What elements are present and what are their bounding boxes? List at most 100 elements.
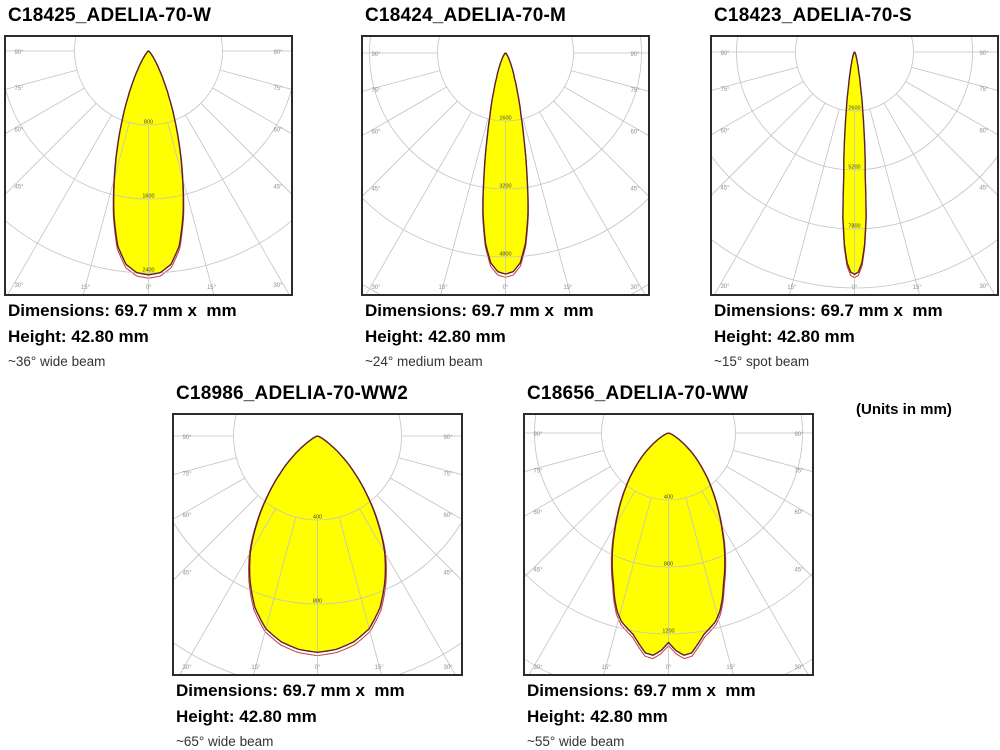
svg-text:30°: 30° — [14, 283, 24, 289]
units-note: (Units in mm) — [856, 401, 952, 418]
svg-text:45°: 45° — [794, 568, 804, 574]
svg-text:45°: 45° — [443, 571, 453, 577]
svg-text:30°: 30° — [273, 283, 283, 289]
svg-text:45°: 45° — [979, 186, 989, 192]
height-label: Height: 42.80 mm — [527, 707, 668, 726]
svg-text:75°: 75° — [443, 471, 453, 477]
svg-text:15°: 15° — [439, 285, 449, 291]
svg-text:45°: 45° — [533, 568, 543, 574]
svg-text:1600: 1600 — [142, 194, 154, 200]
svg-text:45°: 45° — [273, 185, 283, 191]
svg-text:60°: 60° — [794, 510, 804, 516]
beam-angle-label: ~36° wide beam — [8, 354, 106, 369]
svg-text:800: 800 — [144, 120, 153, 126]
svg-text:75°: 75° — [371, 88, 381, 94]
svg-text:1200: 1200 — [662, 629, 674, 635]
panel-title: C18656_ADELIA-70-WW — [527, 383, 749, 404]
beam-angle-label: ~15° spot beam — [714, 354, 810, 369]
beam-panel-wide: C18425_ADELIA-70-W 800 1600 2400 90° 75° 60° 4… — [4, 3, 293, 370]
svg-text:5200: 5200 — [848, 165, 860, 171]
panel-title: C18424_ADELIA-70-M — [365, 5, 567, 26]
svg-text:75°: 75° — [630, 88, 640, 94]
polar-plot-canvas: 800 1600 2400 90° 75° 60° 45° 30° 15° 0° 15° 30° 45°… — [6, 37, 291, 294]
svg-text:2600: 2600 — [848, 106, 860, 112]
svg-text:60°: 60° — [273, 128, 283, 134]
svg-text:60°: 60° — [533, 510, 543, 516]
beam-angle-label: ~65° wide beam — [176, 734, 274, 749]
svg-text:30°: 30° — [979, 284, 989, 290]
svg-text:0°: 0° — [315, 665, 321, 671]
svg-text:45°: 45° — [14, 185, 24, 191]
svg-text:45°: 45° — [371, 187, 381, 193]
svg-text:60°: 60° — [182, 513, 192, 519]
svg-text:800: 800 — [313, 599, 322, 605]
svg-text:30°: 30° — [533, 665, 543, 671]
svg-text:15°: 15° — [81, 285, 91, 291]
dimensions-label: Dimensions: 69.7 mm x mm — [527, 681, 756, 700]
svg-text:4800: 4800 — [499, 252, 511, 258]
svg-text:45°: 45° — [720, 186, 730, 192]
svg-text:15°: 15° — [787, 285, 797, 291]
svg-text:7800: 7800 — [848, 224, 860, 230]
beam-angle-label: ~24° medium beam — [365, 354, 483, 369]
beam-panel-medium: C18424_ADELIA-70-M 1600 3200 4800 90° 75° 60°… — [361, 3, 650, 370]
polar-plot-canvas: 1600 3200 4800 90° 75° 60° 45° 30° 15° 0° 15° 30° 45… — [363, 37, 648, 294]
panel-title: C18423_ADELIA-70-S — [714, 5, 912, 26]
polar-plot-canvas: 400800120090°75°60°45°30°15°0°15°30°45°6… — [525, 415, 812, 674]
polar-plot-canvas: 2600 5200 7800 90° 75° 60° 45° 30° 15° 0° 15° 30° 45… — [712, 37, 997, 294]
svg-text:15°: 15° — [375, 665, 385, 671]
height-label: Height: 42.80 mm — [176, 707, 317, 726]
svg-text:75°: 75° — [794, 468, 804, 474]
svg-text:90°: 90° — [14, 50, 24, 56]
polar-plot: 800 1600 2400 90° 75° 60° 45° 30° 15° 0° 15° 30° 45°… — [4, 35, 293, 296]
polar-plot: 2600 5200 7800 90° 75° 60° 45° 30° 15° 0° 15° 30° 45… — [710, 35, 999, 296]
svg-text:15°: 15° — [913, 285, 923, 291]
svg-text:30°: 30° — [630, 285, 640, 291]
svg-text:30°: 30° — [371, 285, 381, 291]
beam-panel-ww2: C18986_ADELIA-70-WW2 400800120090°75°60°… — [172, 381, 463, 750]
svg-text:45°: 45° — [182, 571, 192, 577]
svg-text:2400: 2400 — [142, 268, 154, 274]
svg-text:0°: 0° — [852, 285, 858, 291]
svg-text:75°: 75° — [533, 468, 543, 474]
svg-text:90°: 90° — [533, 432, 543, 438]
svg-text:60°: 60° — [720, 129, 730, 135]
svg-text:60°: 60° — [979, 129, 989, 135]
polar-plot-canvas: 400800120090°75°60°45°30°15°0°15°30°45°6… — [174, 415, 461, 674]
svg-text:15°: 15° — [207, 285, 217, 291]
svg-text:60°: 60° — [14, 128, 24, 134]
svg-text:75°: 75° — [14, 86, 24, 92]
panel-title: C18425_ADELIA-70-W — [8, 5, 212, 26]
height-label: Height: 42.80 mm — [714, 327, 855, 346]
svg-text:15°: 15° — [563, 285, 573, 291]
svg-text:15°: 15° — [726, 665, 736, 671]
svg-text:0°: 0° — [503, 285, 509, 291]
svg-text:3200: 3200 — [499, 184, 511, 190]
svg-text:30°: 30° — [443, 665, 453, 671]
svg-text:15°: 15° — [251, 665, 261, 671]
svg-text:75°: 75° — [720, 87, 730, 93]
svg-text:0°: 0° — [666, 665, 672, 671]
svg-text:90°: 90° — [720, 51, 730, 57]
svg-text:30°: 30° — [720, 284, 730, 290]
polar-plot: 400800120090°75°60°45°30°15°0°15°30°45°6… — [172, 413, 463, 676]
svg-text:800: 800 — [664, 562, 673, 568]
svg-text:0°: 0° — [146, 285, 152, 291]
dimensions-label: Dimensions: 69.7 mm x mm — [176, 681, 405, 700]
svg-text:60°: 60° — [371, 130, 381, 136]
svg-text:75°: 75° — [979, 87, 989, 93]
panel-title: C18986_ADELIA-70-WW2 — [176, 383, 409, 404]
svg-text:60°: 60° — [630, 130, 640, 136]
svg-text:75°: 75° — [182, 471, 192, 477]
svg-text:90°: 90° — [371, 52, 381, 58]
svg-text:30°: 30° — [794, 665, 804, 671]
polar-plot: 1600 3200 4800 90° 75° 60° 45° 30° 15° 0° 15° 30° 45… — [361, 35, 650, 296]
svg-text:1600: 1600 — [499, 116, 511, 122]
beam-panel-spot: C18423_ADELIA-70-S 2600 5200 7800 90° 75° 60°… — [710, 3, 999, 370]
svg-text:400: 400 — [313, 515, 322, 521]
svg-text:90°: 90° — [273, 50, 283, 56]
svg-text:90°: 90° — [794, 432, 804, 438]
dimensions-label: Dimensions: 69.7 mm x mm — [714, 301, 943, 320]
